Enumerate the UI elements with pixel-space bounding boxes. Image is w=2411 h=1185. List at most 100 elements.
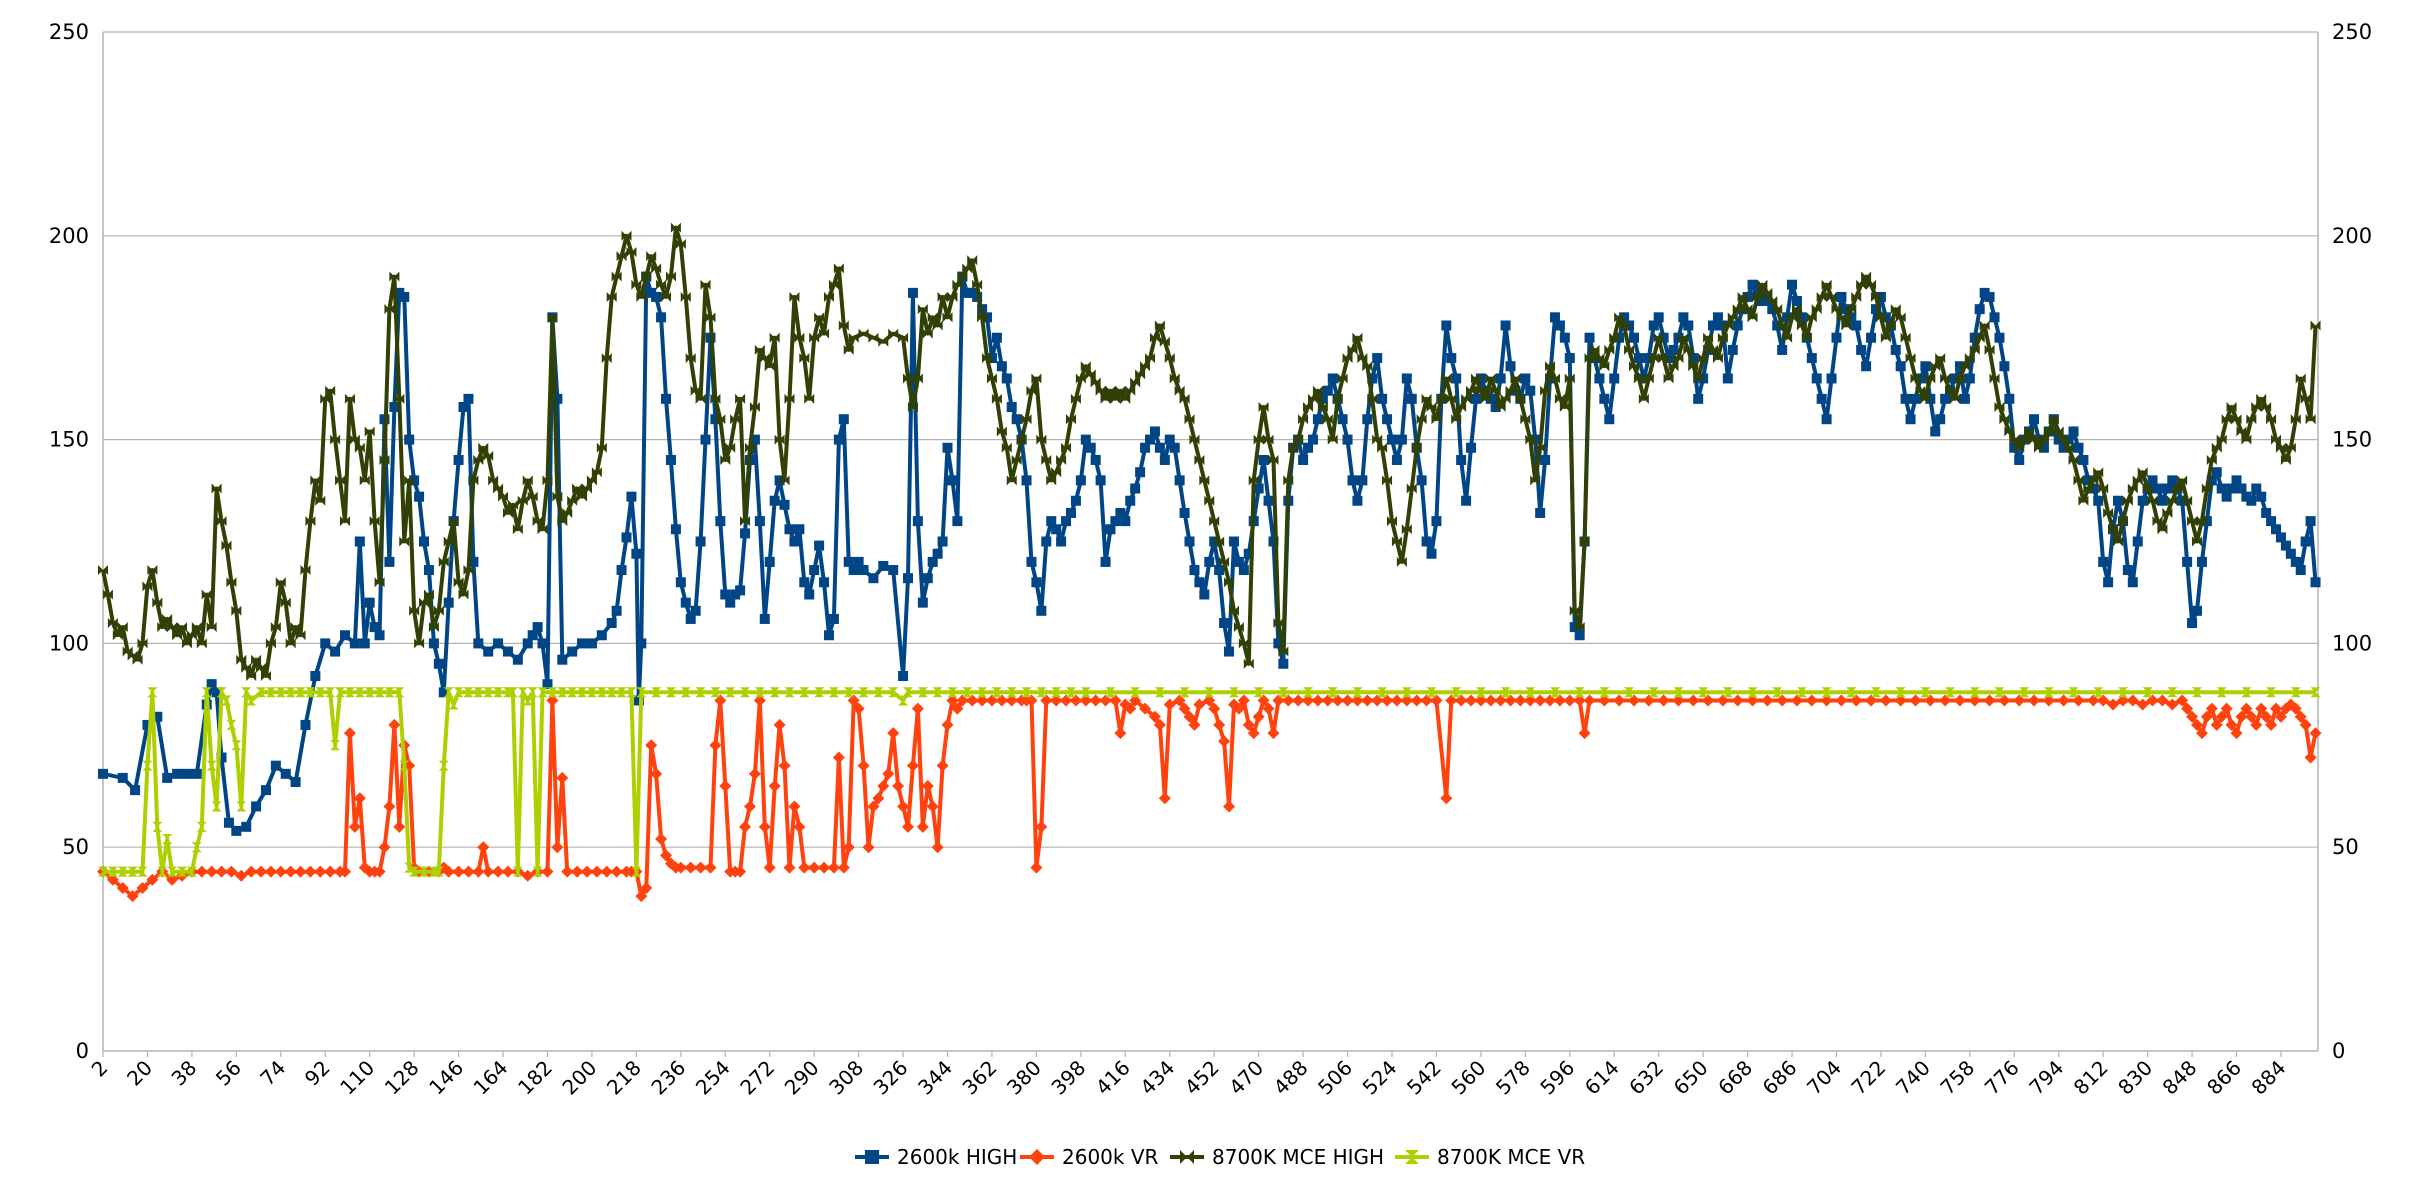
legend-marker [1405, 1150, 1419, 1164]
data-point [656, 312, 667, 323]
data-point [1232, 702, 1245, 715]
data-point [1410, 694, 1423, 707]
data-point [2201, 483, 2212, 494]
data-point [1075, 373, 1086, 384]
data-point [1553, 694, 1566, 707]
data-point [932, 548, 943, 559]
data-point [1164, 353, 1175, 364]
data-point [1821, 414, 1832, 425]
data-point [2251, 483, 2262, 494]
data-point [1648, 687, 1659, 698]
data-point [1105, 687, 1116, 698]
data-point [364, 687, 375, 698]
data-point [498, 491, 509, 502]
data-point [1835, 694, 1848, 707]
data-point [596, 687, 607, 698]
data-point [858, 565, 869, 576]
data-point [946, 694, 959, 707]
data-point [1446, 393, 1457, 404]
data-point [1159, 454, 1170, 465]
data-point [1293, 434, 1304, 445]
data-point [1040, 694, 1053, 707]
data-point [166, 873, 179, 886]
data-point [557, 687, 568, 698]
data-point [522, 475, 533, 486]
data-point [260, 671, 271, 682]
data-point [2142, 483, 2153, 494]
data-point [995, 694, 1008, 707]
data-point [1026, 556, 1037, 567]
data-point [1564, 373, 1575, 384]
data-point [665, 687, 676, 698]
data-point [823, 630, 834, 641]
data-point [1377, 442, 1388, 453]
y-tick-label-right: 0 [2332, 1039, 2345, 1063]
data-point [852, 702, 865, 715]
data-point [1806, 312, 1817, 323]
y-tick-label-left: 50 [62, 835, 89, 859]
data-point [680, 597, 691, 608]
data-point [799, 353, 810, 364]
data-point [947, 291, 958, 302]
data-point [215, 865, 228, 878]
legend-label: 2600k HIGH [897, 1145, 1017, 1169]
data-point [1140, 442, 1151, 453]
data-point [1135, 369, 1146, 380]
data-point [221, 540, 232, 551]
data-point [695, 393, 706, 404]
data-point [98, 768, 108, 779]
data-point [1851, 291, 1862, 302]
data-point [1627, 694, 1640, 707]
data-point [1021, 414, 1032, 425]
data-point [1312, 385, 1323, 396]
data-point [1060, 694, 1073, 707]
data-point [798, 861, 811, 874]
data-point [922, 328, 933, 339]
data-point [463, 565, 474, 576]
data-point [586, 475, 597, 486]
data-point [98, 866, 108, 877]
legend-item: 8700K MCE HIGH [1170, 1145, 1384, 1169]
data-point [838, 320, 849, 331]
data-point [561, 865, 574, 878]
data-point [493, 687, 504, 698]
data-point [927, 556, 938, 567]
data-point [483, 687, 494, 698]
data-point [1846, 304, 1857, 315]
data-point [906, 759, 919, 772]
data-point [246, 695, 257, 706]
data-point [1563, 694, 1576, 707]
data-point [1218, 735, 1231, 748]
data-point [2274, 710, 2287, 723]
data-point [1761, 694, 1774, 707]
data-point [383, 800, 396, 813]
data-point [1252, 710, 1265, 723]
data-point [1451, 687, 1462, 698]
data-point [917, 687, 928, 698]
data-point [1698, 353, 1709, 364]
data-point [1377, 393, 1388, 404]
data-point [1036, 687, 1047, 698]
data-point [700, 434, 711, 445]
data-point [542, 679, 553, 690]
data-point [1811, 373, 1822, 384]
data-point [1648, 320, 1659, 331]
data-point [1851, 320, 1862, 331]
data-point [2162, 483, 2173, 494]
data-point [2167, 495, 2178, 506]
data-point [903, 373, 914, 384]
data-point [1500, 687, 1511, 698]
data-point [1968, 694, 1981, 707]
data-point [211, 687, 222, 698]
data-point [2186, 710, 2199, 723]
data-point [294, 865, 307, 878]
data-point [2299, 718, 2312, 731]
data-point [926, 800, 939, 813]
data-point [1149, 332, 1160, 343]
data-point [1352, 495, 1363, 506]
data-point [414, 491, 425, 502]
data-point [1362, 361, 1373, 372]
y-tick-label-right: 100 [2332, 631, 2372, 655]
data-point [789, 291, 800, 302]
data-point [1204, 687, 1215, 698]
